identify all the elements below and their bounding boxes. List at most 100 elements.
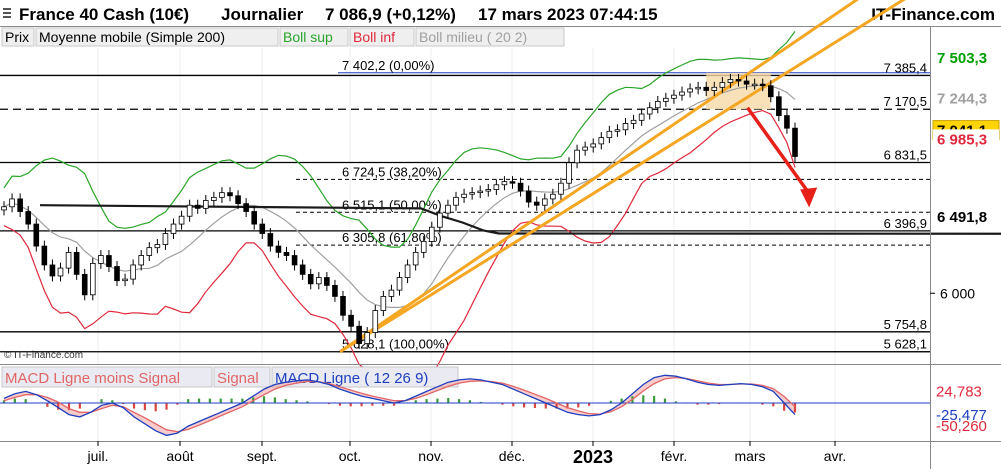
trend-channel-line <box>339 0 860 353</box>
candle <box>437 207 443 233</box>
candle-body <box>703 86 710 91</box>
candle-body <box>307 273 314 285</box>
candle <box>98 250 104 269</box>
candle <box>614 124 621 137</box>
candle <box>590 138 597 153</box>
candle <box>420 235 427 258</box>
candle-body <box>638 113 645 121</box>
candle-body <box>73 251 80 275</box>
candle <box>428 221 435 247</box>
candle <box>550 188 556 205</box>
month-label: mars <box>734 448 765 464</box>
indicator-legend: Prix Moyenne mobile (Simple 200) Boll sup B… <box>1 27 565 47</box>
candle <box>461 188 467 203</box>
level-label: 5 628,1 <box>884 337 927 352</box>
legend-item: Boll milieu ( 20 2) <box>415 27 565 47</box>
candle-body <box>646 107 653 115</box>
candle-body <box>194 204 201 209</box>
candle-body <box>146 247 153 256</box>
macd-legend-label: Signal <box>217 370 259 387</box>
candle <box>211 191 217 207</box>
candle <box>679 86 685 101</box>
candle <box>283 246 290 262</box>
time-axis: juil. août sept. oct. nov. déc. 2023 févr. mars a… <box>86 441 846 467</box>
candle-body <box>340 296 346 316</box>
price-badge-box <box>933 206 999 226</box>
candle-body <box>178 215 185 225</box>
price-badge-label: 7 244,3 <box>937 91 987 108</box>
candle-body <box>671 94 677 99</box>
candle <box>340 290 346 321</box>
candle-body <box>81 273 88 296</box>
candle-body <box>380 296 387 311</box>
candle <box>388 284 395 302</box>
candle-body <box>162 233 169 245</box>
fibonacci-label: 6 724,5 (38,20%) <box>342 164 442 179</box>
candle-body <box>404 264 411 278</box>
candle-body <box>138 255 145 266</box>
candle <box>469 187 475 200</box>
macd-legend-item: Signal <box>213 366 271 388</box>
price-plot: 7 385,4 7 170,5 6 831,5 6 396,9 5 754,8 5 628… <box>0 0 1001 441</box>
candle-body <box>445 204 451 214</box>
candle-body <box>122 278 128 282</box>
candle <box>372 305 379 339</box>
fibonacci-label: 7 402,2 (0,00%) <box>342 58 435 73</box>
legend-item-label: Boll milieu ( 20 2) <box>419 29 527 45</box>
macd-axis-label: -25,477 <box>936 407 987 424</box>
candle <box>41 240 48 271</box>
candle <box>291 250 298 271</box>
period-label: Journalier <box>221 5 304 24</box>
candle-body <box>9 198 15 208</box>
legend-item-label: Boll inf <box>353 29 395 45</box>
price-plot-background <box>0 48 930 353</box>
bollinger-upper <box>3 31 796 248</box>
candle <box>687 83 693 98</box>
candle-body <box>743 80 750 85</box>
legend-item-box <box>415 27 565 47</box>
candle <box>49 259 56 282</box>
macd-legend-box <box>1 366 213 388</box>
legend-item-box <box>349 27 415 47</box>
candle <box>453 191 459 211</box>
candle <box>1 201 7 216</box>
candle <box>332 279 338 302</box>
chart-title: France 40 Cash (10€) Journalier 7 086,9 … <box>3 5 995 24</box>
candle-body <box>396 277 403 291</box>
candle <box>275 240 282 258</box>
fibonacci-label: 6 305,8 (61,80%) <box>342 230 442 245</box>
candle-body <box>1 206 7 211</box>
candle <box>194 199 201 214</box>
candle <box>663 92 669 107</box>
legend-item-box <box>279 27 349 47</box>
month-label: sept. <box>247 448 277 464</box>
candle-body <box>566 162 572 184</box>
price-badge-box <box>933 88 999 108</box>
candle <box>582 141 588 156</box>
candle <box>114 261 120 287</box>
candle <box>630 114 637 129</box>
candle-body <box>332 284 338 297</box>
candle-body <box>315 277 322 285</box>
legend-item: Boll sup <box>279 27 349 47</box>
candle-body <box>57 267 64 277</box>
projection-arrow-shaft <box>746 106 811 195</box>
candle-body <box>154 244 161 249</box>
candle <box>525 185 532 208</box>
candle <box>719 77 726 93</box>
candle-body <box>453 196 459 206</box>
price-badge-box <box>933 47 999 67</box>
candle <box>243 198 249 218</box>
candle <box>356 320 362 350</box>
candle <box>671 89 677 104</box>
menu-icon[interactable] <box>3 8 11 18</box>
copyright-label: © IT-Finance.com <box>4 350 83 361</box>
candle-body <box>235 195 241 205</box>
candle <box>776 91 782 122</box>
level-label: 6 396,9 <box>884 216 927 231</box>
candle-body <box>735 79 742 82</box>
candle <box>154 239 161 254</box>
candle <box>792 122 798 162</box>
candle-body <box>364 332 371 344</box>
